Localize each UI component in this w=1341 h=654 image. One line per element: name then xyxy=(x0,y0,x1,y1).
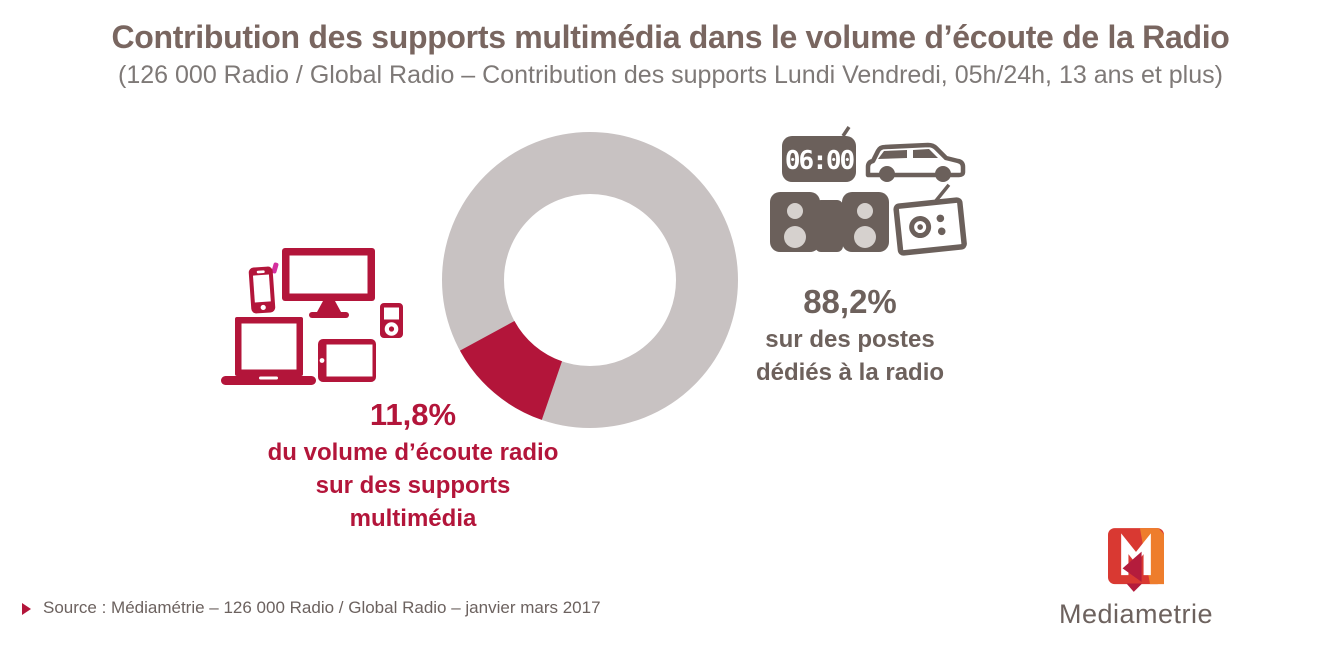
radio-sets-share-line-1: sur des postes xyxy=(765,326,935,353)
smartphone-icon xyxy=(248,266,276,314)
source-text: Source : Médiamétrie – 126 000 Radio / G… xyxy=(43,598,601,617)
laptop-icon xyxy=(221,317,316,385)
header: Contribution des supports multimédia dan… xyxy=(0,18,1341,91)
phone-antenna-accent xyxy=(271,262,279,274)
mediametrie-logo: Mediametrie xyxy=(1050,528,1222,630)
radio-icon xyxy=(893,183,967,256)
donut-slice-multimedia xyxy=(459,320,564,420)
radio-sets-share-percentage: 88,2% xyxy=(803,283,897,320)
alarm-clock-icon: 06:00 xyxy=(782,126,856,182)
car-icon xyxy=(865,142,966,182)
source-bullet-icon xyxy=(22,602,31,615)
page-subtitle: (126 000 Radio / Global Radio – Contribu… xyxy=(118,61,1223,89)
multimedia-share-line-1: du volume d’écoute radio xyxy=(267,439,559,466)
radio-devices-icons: 06:00 xyxy=(770,126,967,256)
stereo-icon xyxy=(770,192,889,252)
radio-sets-share-label: 88,2% sur des postes dédiés à la radio xyxy=(690,281,1010,389)
source-line: Source : Médiamétrie – 126 000 Radio / G… xyxy=(22,598,601,618)
tablet-icon xyxy=(318,339,376,382)
donut-slice-radio-sets xyxy=(442,132,738,428)
multimedia-share-percentage: 11,8% xyxy=(369,397,457,432)
mediametrie-logo-text: Mediametrie xyxy=(1058,599,1214,629)
multimedia-devices-icons xyxy=(221,248,403,385)
page-title: Contribution des supports multimédia dan… xyxy=(111,19,1230,55)
multimedia-share-label: 11,8% du volume d’écoute radio sur des s… xyxy=(233,394,593,535)
mp3-player-icon xyxy=(380,303,403,338)
multimedia-share-line-3: multimédia xyxy=(349,505,477,532)
monitor-icon xyxy=(282,248,375,318)
mediametrie-logo-mark xyxy=(1108,528,1164,592)
multimedia-share-line-2: sur des supports xyxy=(315,472,511,499)
radio-sets-share-line-2: dédiés à la radio xyxy=(755,359,945,386)
donut-chart xyxy=(442,132,738,428)
alarm-clock-time: 06:00 xyxy=(785,146,855,176)
